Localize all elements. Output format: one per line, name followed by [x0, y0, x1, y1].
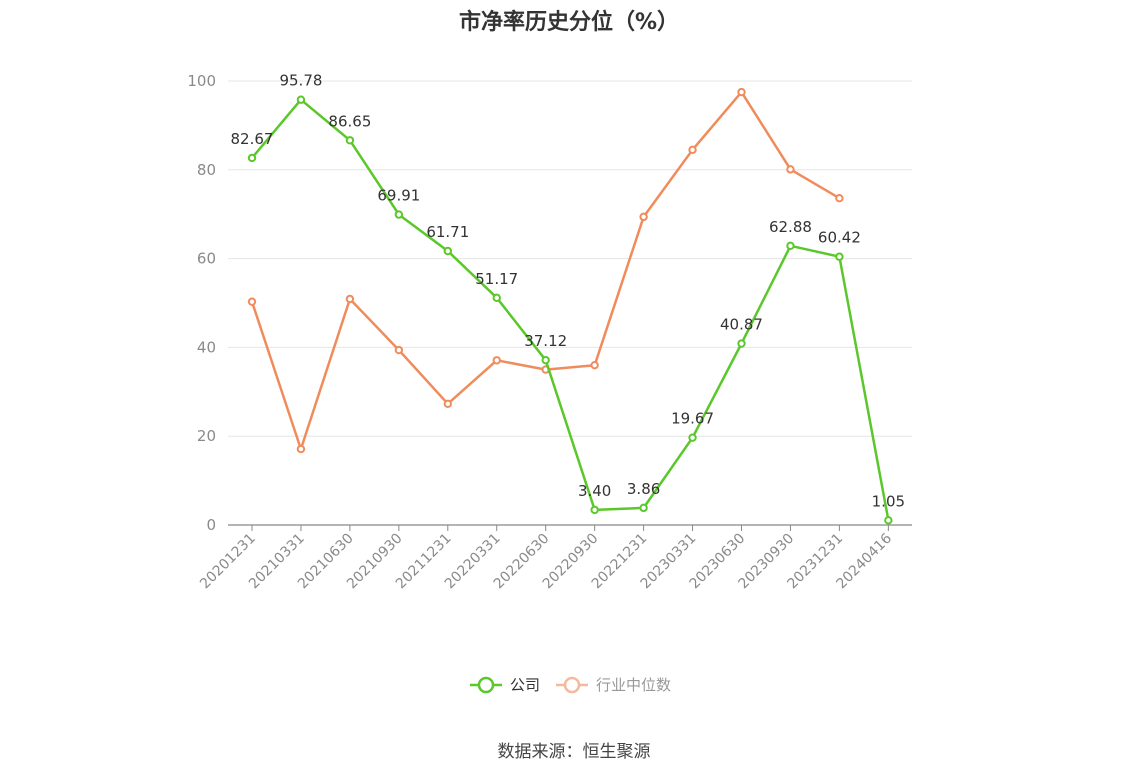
- y-tick-label-60: 60: [197, 250, 216, 268]
- data-point-industry-20210930[interactable]: [394, 345, 404, 355]
- y-tick-label-40: 40: [197, 338, 216, 356]
- data-point-company-20201231[interactable]: [247, 153, 257, 163]
- data-label-20210630: 86.65: [328, 112, 371, 130]
- data-point-industry-20221231[interactable]: [639, 212, 648, 222]
- data-label-20230331: 19.67: [671, 410, 714, 428]
- data-point-company-20231231[interactable]: [835, 252, 844, 261]
- data-point-industry-20220930[interactable]: [590, 360, 599, 370]
- legend-swatch-marker: [477, 676, 495, 694]
- y-tick-label-80: 80: [197, 161, 216, 179]
- series-line-company: [251, 98, 890, 521]
- data-label-20210930: 69.91: [377, 187, 420, 205]
- data-point-industry-20230930[interactable]: [786, 165, 795, 174]
- data-point-industry-20210331[interactable]: [296, 444, 306, 454]
- data-point-company-20240416[interactable]: [884, 516, 893, 525]
- data-point-company-20210630[interactable]: [345, 136, 355, 145]
- data-label-20240416: 1.05: [872, 492, 905, 510]
- legend-item-industry[interactable]: 行业中位数: [556, 676, 671, 694]
- data-point-company-20221231[interactable]: [639, 503, 648, 513]
- data-point-company-20220930[interactable]: [590, 505, 599, 515]
- data-point-industry-20231231[interactable]: [835, 194, 844, 203]
- data-point-industry-20230331[interactable]: [688, 145, 697, 155]
- data-point-company-20220331[interactable]: [492, 293, 501, 303]
- series-line-industry: [250, 90, 841, 451]
- data-label-20230630: 40.87: [720, 316, 763, 334]
- data-point-company-20230331[interactable]: [688, 433, 697, 442]
- data-point-company-20230630[interactable]: [737, 339, 746, 348]
- source-note: 数据来源：恒生聚源: [497, 742, 651, 762]
- data-point-company-20210930[interactable]: [394, 210, 404, 219]
- data-point-industry-20230630[interactable]: [737, 87, 746, 97]
- data-point-company-20230930[interactable]: [786, 241, 795, 251]
- chart-title: 市净率历史分位（%）: [458, 10, 680, 35]
- series: [247, 87, 893, 525]
- data-label-20221231: 3.86: [627, 480, 660, 498]
- data-point-company-20220630[interactable]: [541, 355, 550, 365]
- y-tick-label-100: 100: [187, 72, 216, 90]
- legend-label: 行业中位数: [596, 676, 671, 694]
- grid-lines: [228, 80, 912, 437]
- data-point-industry-20210630[interactable]: [345, 294, 355, 304]
- data-point-industry-20220331[interactable]: [492, 356, 501, 365]
- data-label-20211231: 61.71: [426, 223, 469, 241]
- data-point-company-20210331[interactable]: [296, 95, 306, 104]
- data-point-industry-20201231[interactable]: [247, 297, 257, 306]
- legend-swatch-marker: [563, 676, 581, 694]
- legend[interactable]: 公司 行业中位数: [470, 676, 671, 694]
- data-point-industry-20211231[interactable]: [443, 399, 452, 408]
- data-label-20220331: 51.17: [475, 270, 518, 288]
- data-point-company-20211231[interactable]: [443, 246, 452, 256]
- y-tick-label-0: 0: [206, 516, 216, 534]
- data-labels: 82.67 95.78 86.65 69.91 61.71 51.17 37.12 3.40 3…: [231, 72, 906, 511]
- data-label-20201231: 82.67: [231, 130, 274, 148]
- data-label-20220930: 3.40: [578, 482, 611, 500]
- legend-label: 公司: [510, 676, 540, 694]
- legend-item-company[interactable]: 公司: [470, 676, 540, 694]
- y-tick-label-20: 20: [197, 427, 216, 445]
- data-label-20231231: 60.42: [818, 229, 861, 247]
- data-label-20220630: 37.12: [524, 332, 567, 350]
- data-label-20230930: 62.88: [769, 218, 812, 236]
- data-label-20210331: 95.78: [279, 72, 322, 90]
